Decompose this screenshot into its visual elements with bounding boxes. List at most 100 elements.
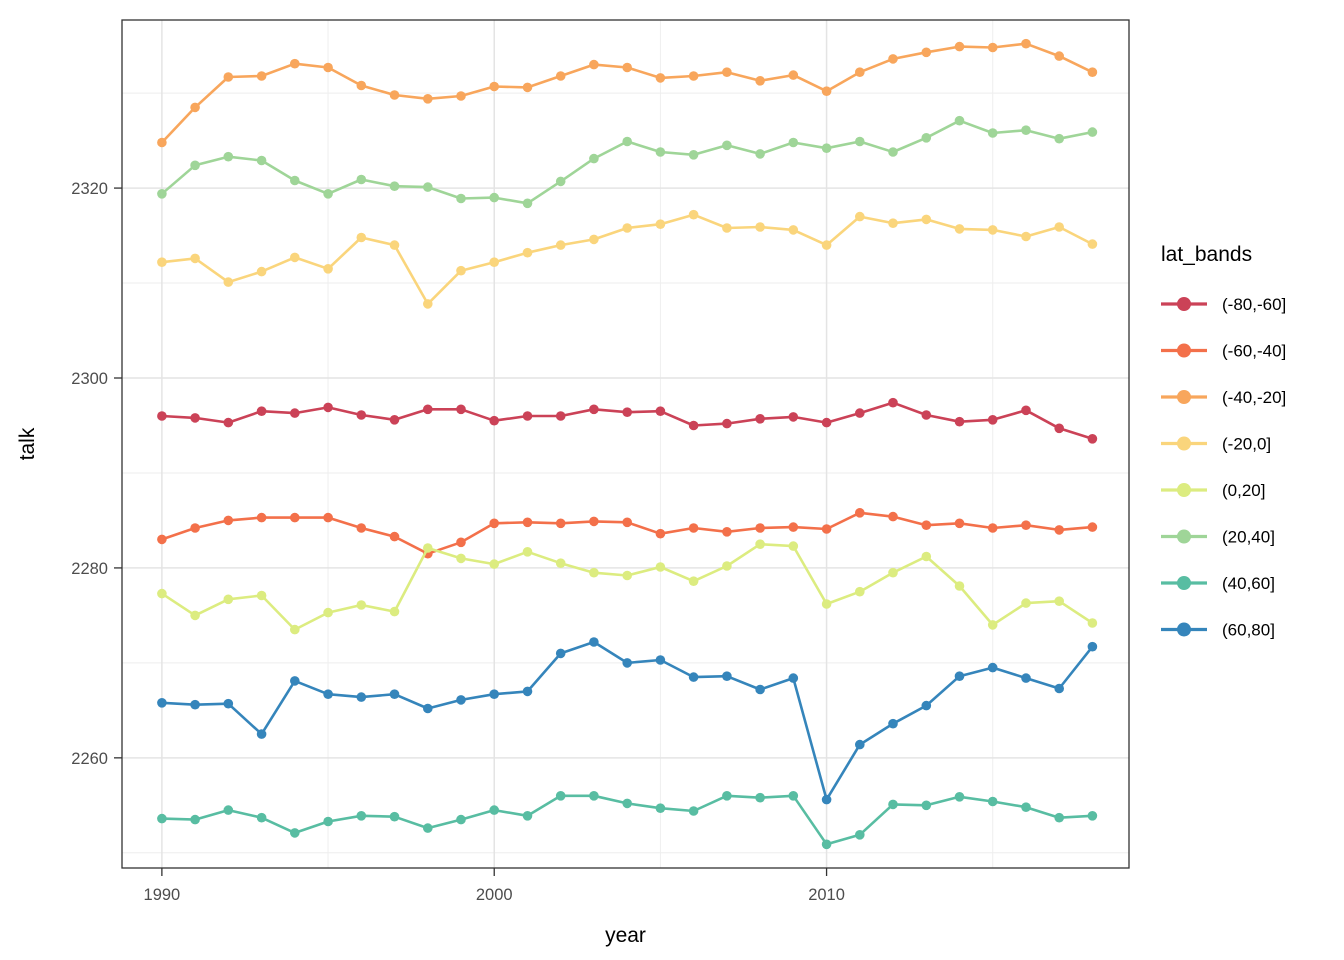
data-point (456, 695, 466, 705)
data-point (688, 71, 699, 81)
data-point (688, 420, 699, 431)
data-point (589, 234, 599, 245)
data-point (622, 407, 632, 418)
legend-label: (0,20] (1222, 481, 1265, 500)
series-7 (157, 637, 1098, 805)
data-point (622, 62, 632, 73)
data-point (290, 676, 300, 686)
data-point (655, 655, 666, 665)
data-point (755, 792, 765, 803)
data-point (1054, 423, 1064, 434)
data-point (1087, 811, 1098, 821)
data-point (755, 76, 765, 86)
data-point (489, 805, 500, 815)
legend-label: (-80,-60] (1222, 295, 1286, 314)
data-point (855, 508, 865, 518)
data-point (522, 547, 533, 557)
data-point (190, 523, 200, 533)
y-tick-label: 2280 (71, 560, 108, 578)
data-point (157, 257, 167, 268)
data-point (323, 512, 333, 523)
legend-item: (-60,-40] (1161, 342, 1286, 361)
data-point (1087, 239, 1098, 249)
data-point (1054, 683, 1064, 694)
legend-item: (20,40] (1161, 528, 1275, 547)
legend-item: (40,60] (1161, 574, 1275, 593)
data-point (522, 811, 533, 821)
data-point (423, 823, 433, 833)
data-point (821, 794, 832, 805)
data-point (423, 299, 433, 309)
data-point (954, 416, 965, 427)
data-point (157, 534, 167, 545)
data-point (389, 531, 400, 542)
data-point (389, 181, 400, 191)
data-point (190, 102, 200, 113)
data-point (1087, 434, 1098, 444)
data-point (755, 149, 765, 159)
data-point (987, 620, 998, 630)
data-point (190, 699, 200, 710)
data-point (489, 81, 500, 92)
series-3 (157, 209, 1098, 309)
data-point (622, 136, 632, 147)
data-point (855, 739, 865, 750)
data-point (456, 814, 466, 825)
data-point (589, 404, 599, 415)
data-point (821, 143, 832, 153)
data-point (522, 411, 533, 421)
data-point (1021, 520, 1031, 530)
legend-label: (-20,0] (1222, 435, 1271, 454)
data-point (788, 225, 799, 235)
data-point (256, 729, 267, 739)
data-point (223, 277, 234, 287)
legend-key-point (1177, 390, 1191, 404)
data-point (622, 658, 632, 668)
data-point (888, 397, 898, 408)
data-point (190, 814, 200, 825)
legend-label: (60,80] (1222, 621, 1275, 640)
data-point (888, 147, 898, 157)
data-point (323, 607, 333, 618)
data-point (1087, 641, 1098, 652)
data-point (755, 414, 765, 424)
data-point (1054, 525, 1064, 535)
data-point (356, 232, 367, 243)
series-4 (157, 539, 1098, 635)
data-point (290, 512, 300, 523)
legend-item: (-20,0] (1161, 435, 1271, 454)
data-point (921, 410, 932, 420)
data-point (722, 671, 732, 681)
data-point (323, 402, 333, 413)
data-point (389, 240, 400, 250)
data-point (489, 192, 500, 203)
data-point (555, 71, 566, 81)
data-point (987, 662, 998, 673)
legend-label: (-60,-40] (1222, 342, 1286, 361)
data-point (821, 417, 832, 428)
data-point (323, 264, 333, 274)
data-point (1021, 38, 1031, 49)
x-axis-title: year (605, 924, 646, 947)
data-point (1021, 125, 1031, 135)
data-point (157, 698, 167, 708)
data-point (423, 703, 433, 714)
data-point (190, 253, 200, 264)
data-point (555, 791, 566, 801)
data-point (423, 543, 433, 553)
data-point (755, 523, 765, 533)
data-point (821, 86, 832, 96)
data-point (223, 417, 234, 428)
data-point (323, 816, 333, 827)
data-point (157, 189, 167, 199)
data-point (290, 252, 300, 263)
data-point (788, 522, 799, 532)
data-point (655, 147, 666, 157)
data-point (987, 415, 998, 425)
data-point (921, 551, 932, 562)
data-point (622, 517, 632, 528)
data-point (356, 811, 367, 821)
data-point (290, 828, 300, 838)
series-1 (157, 508, 1098, 559)
data-point (688, 576, 699, 586)
